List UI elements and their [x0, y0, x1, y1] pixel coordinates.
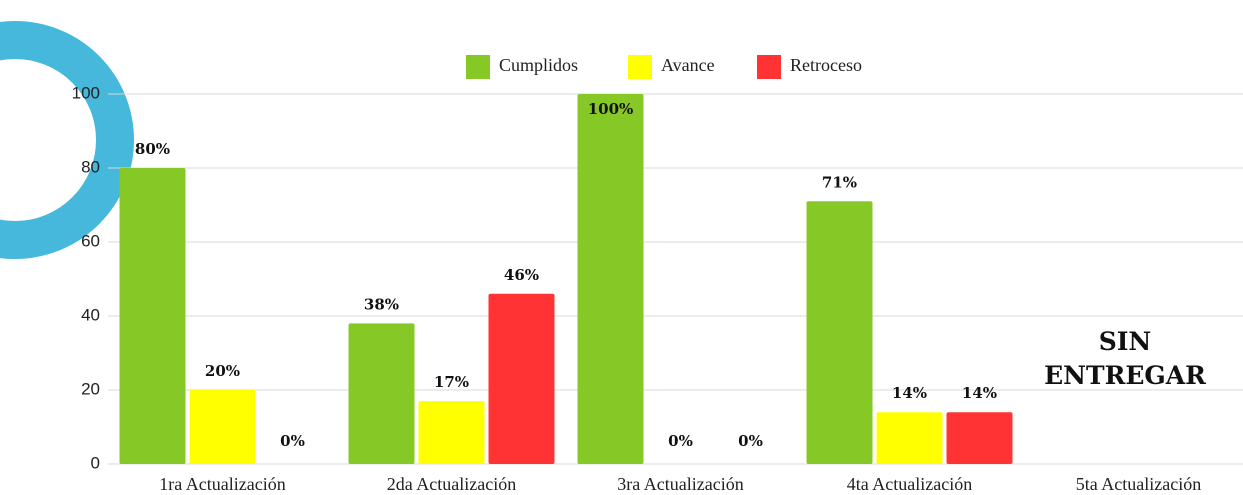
bar: [119, 168, 186, 464]
y-tick-label: 80: [81, 157, 100, 176]
legend-swatch: [757, 55, 781, 79]
x-tick-label: 3ra Actualización: [617, 474, 743, 494]
y-tick-label: 40: [81, 305, 100, 324]
legend-label: Retroceso: [790, 55, 862, 75]
bar: [577, 94, 644, 464]
decor-ring: [0, 21, 134, 259]
data-label: 71%: [822, 173, 857, 191]
annotation: SIN ENTREGAR: [1044, 327, 1206, 390]
legend-swatch: [628, 55, 652, 79]
data-label: 0%: [280, 432, 305, 450]
data-label: 80%: [135, 140, 170, 158]
x-tick-label: 1ra Actualización: [159, 474, 285, 494]
legend-label: Avance: [661, 55, 715, 75]
x-tick-label: 4ta Actualización: [847, 474, 972, 494]
bar: [348, 323, 415, 464]
data-label: 38%: [364, 295, 399, 313]
data-label: 0%: [738, 432, 763, 450]
legend-label: Cumplidos: [499, 55, 578, 75]
bar: [946, 412, 1013, 464]
legend-swatch: [466, 55, 490, 79]
bar: [876, 412, 943, 464]
bar: [806, 201, 873, 465]
y-tick-label: 60: [81, 231, 100, 250]
data-label: 100%: [588, 100, 634, 118]
data-label: 0%: [668, 432, 693, 450]
y-tick-label: 0: [91, 453, 100, 472]
data-label: 46%: [504, 266, 539, 284]
y-tick-label: 100: [72, 83, 100, 102]
data-label: 14%: [892, 384, 927, 402]
x-tick-label: 2da Actualización: [387, 474, 516, 494]
bar: [189, 390, 256, 464]
bar: [418, 401, 485, 464]
data-label: 20%: [205, 362, 240, 380]
x-tick-label: 5ta Actualización: [1076, 474, 1201, 494]
data-label: 14%: [962, 384, 997, 402]
y-tick-label: 20: [81, 379, 100, 398]
bar: [488, 293, 555, 464]
data-label: 17%: [434, 373, 469, 391]
